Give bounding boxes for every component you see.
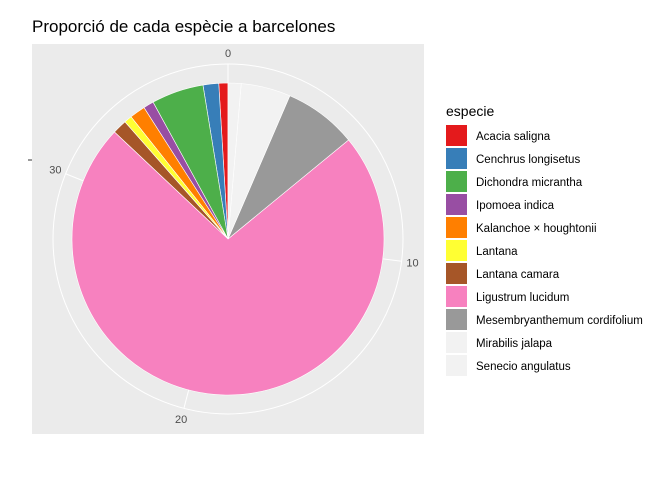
legend-label: Ipomoea indica (476, 200, 555, 212)
legend-key (446, 148, 467, 169)
legend-label: Lantana (476, 246, 518, 258)
legend-key (446, 194, 467, 215)
legend-label: Mirabilis jalapa (476, 338, 553, 350)
legend-key (446, 309, 467, 330)
legend-key (446, 240, 467, 261)
chart-title: Proporció de cada espècie a barcelones (32, 17, 335, 36)
legend-key (446, 355, 467, 376)
theta-tick-label: 0 (225, 48, 231, 60)
pie-slice (227, 82, 242, 240)
legend-label: Ligustrum lucidum (476, 292, 569, 304)
legend-key (446, 125, 467, 146)
legend-key (446, 217, 467, 238)
theta-tick-label: 20 (175, 414, 187, 426)
legend-label: Acacia saligna (476, 131, 551, 143)
pie-slices (71, 82, 385, 396)
legend-key (446, 286, 467, 307)
legend-label: Senecio angulatus (476, 361, 571, 373)
legend-label: Kalanchoe × houghtonii (476, 223, 597, 235)
legend-title: especie (446, 103, 494, 119)
legend-label: Dichondra micrantha (476, 177, 583, 189)
legend: Acacia saligna Cenchrus longisetus Dichond… (446, 125, 643, 376)
legend-label: Mesembryanthemum cordifolium (476, 315, 643, 327)
legend-label: Cenchrus longisetus (476, 154, 580, 166)
theta-tick-label: 10 (406, 258, 418, 270)
legend-key (446, 263, 467, 284)
legend-key (446, 171, 467, 192)
pie-slice (71, 131, 385, 396)
legend-label: Lantana camara (476, 269, 560, 281)
theta-axis: 0 10 20 30 (49, 48, 418, 426)
theta-tick-label: 30 (49, 165, 61, 177)
legend-key (446, 332, 467, 353)
